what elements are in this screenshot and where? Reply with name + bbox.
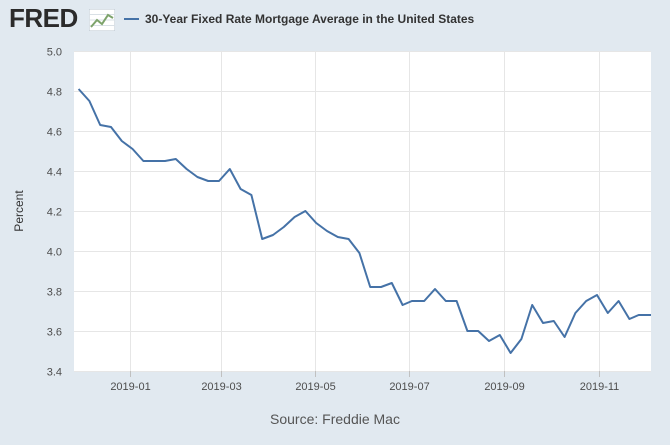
chart-legend[interactable]: 30-Year Fixed Rate Mortgage Average in t… — [124, 9, 474, 29]
y-tick-label: 4.4 — [47, 167, 62, 179]
x-tick-label: 2019-09 — [484, 381, 524, 393]
x-gridlines — [130, 51, 600, 371]
y-tick-label: 5.0 — [47, 47, 62, 59]
source-note: Source: Freddie Mac — [270, 411, 400, 427]
y-gridlines — [74, 51, 651, 372]
x-tick-label: 2019-11 — [580, 381, 620, 393]
y-tick-label: 4.2 — [47, 207, 62, 219]
y-axis-label: Percent — [12, 190, 26, 232]
series-line-mortgage-rate[interactable] — [77, 88, 651, 354]
y-axis-ticks: 3.4 3.6 3.8 4.0 4.2 4.4 4.6 4.8 5.0 — [47, 47, 62, 379]
legend-series-swatch — [124, 18, 139, 20]
x-tick-label: 2019-03 — [201, 381, 241, 393]
y-tick-label: 3.8 — [47, 287, 62, 299]
legend-series-label: 30-Year Fixed Rate Mortgage Average in t… — [145, 12, 475, 26]
y-tick-label: 4.8 — [47, 87, 62, 99]
chart-header: FRED 30-Year Fixed Rate Mortgage Average… — [0, 0, 670, 40]
fred-logo[interactable]: FRED — [9, 3, 78, 33]
x-tick-label: 2019-07 — [389, 381, 429, 393]
x-axis-ticks: 2019-01 2019-03 2019-05 2019-07 2019-09 2019-… — [110, 371, 619, 393]
y-tick-label: 4.6 — [47, 127, 62, 139]
y-tick-label: 4.0 — [47, 247, 62, 259]
x-tick-label: 2019-01 — [110, 381, 150, 393]
y-tick-label: 3.6 — [47, 327, 62, 339]
x-tick-label: 2019-05 — [295, 381, 335, 393]
y-tick-label: 3.4 — [47, 367, 62, 379]
line-chart-icon — [89, 9, 115, 31]
